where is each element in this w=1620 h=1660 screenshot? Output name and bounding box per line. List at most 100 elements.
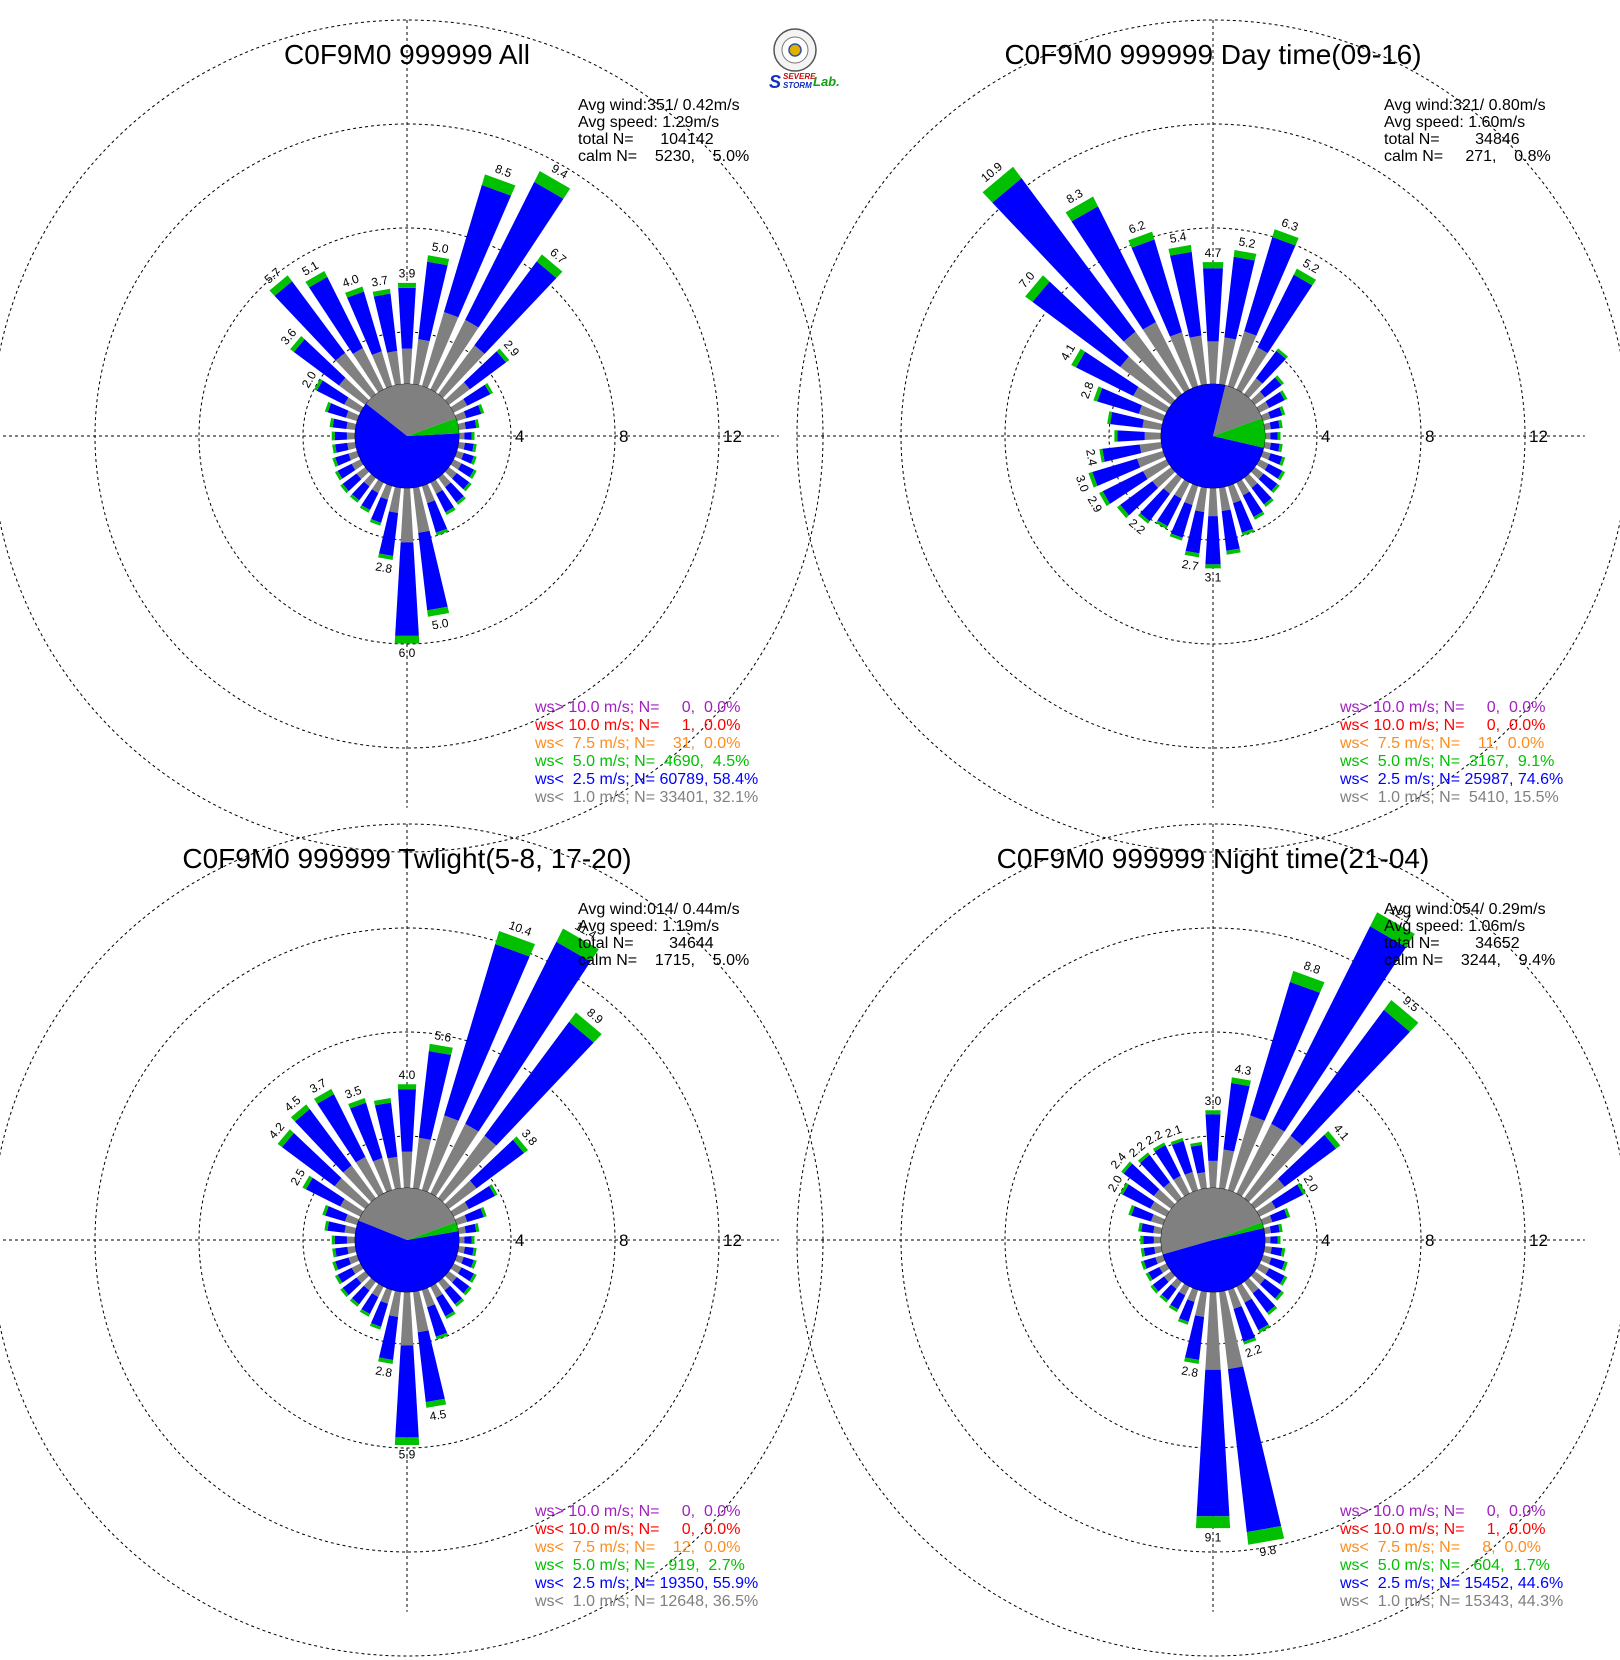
bar-value-label: 9.1 — [1205, 1531, 1222, 1545]
bar-segment-lt2_5 — [465, 181, 564, 328]
bar-segment-lt2_5 — [350, 1102, 383, 1162]
bar-segment-lt5 — [1277, 1235, 1281, 1245]
bar-segment-lt1 — [412, 486, 430, 533]
bar-segment-lt5 — [1138, 1222, 1143, 1232]
bar-segment-lt2_5 — [1290, 1009, 1410, 1146]
bar-segment-lt1 — [351, 1263, 364, 1275]
bar-segment-lt1 — [401, 348, 413, 385]
bar-segment-lt1 — [1264, 1236, 1271, 1244]
bar-segment-lt5 — [359, 505, 370, 513]
bar-value-label: 6.3 — [1280, 215, 1301, 234]
bar-segment-lt5 — [474, 419, 480, 428]
bar-segment-lt5 — [1293, 268, 1317, 286]
bar-segment-lt5 — [474, 1223, 480, 1232]
bar-value-label: 3.0 — [1073, 473, 1092, 494]
bar-segment-lt1 — [1218, 1149, 1235, 1190]
bar-segment-lt5 — [378, 553, 394, 560]
ring-tick-label: 4 — [515, 427, 524, 446]
bar-segment-lt2_5 — [1260, 1278, 1282, 1299]
bar-segment-lt1 — [1227, 331, 1257, 389]
bar-segment-lt5 — [489, 1184, 498, 1196]
bar-segment-lt5 — [269, 275, 293, 296]
bar-segment-lt2_5 — [1255, 350, 1286, 384]
bar-segment-lt1 — [438, 345, 485, 399]
bar-segment-lt2_5 — [1242, 491, 1263, 518]
bar-segment-lt5 — [378, 1357, 394, 1364]
bar-segment-lt2_5 — [1203, 268, 1223, 342]
bar-segment-lt5 — [1267, 1305, 1278, 1316]
bar-segment-lt5 — [1190, 1141, 1202, 1147]
bar-segment-lt5 — [324, 1220, 329, 1231]
bar-segment-lt1 — [1174, 479, 1190, 499]
bar-segment-lt2_5 — [1270, 1236, 1278, 1244]
bar-segment-lt2_5 — [444, 1285, 463, 1305]
bar-segment-lt1 — [458, 432, 465, 440]
bar-segment-lt5 — [982, 166, 1022, 203]
bar-value-label: 2.4 — [1083, 448, 1100, 467]
bar-segment-lt1 — [1142, 321, 1190, 393]
bar-segment-lt2_5 — [469, 1139, 525, 1189]
bar-segment-lt1 — [450, 1201, 469, 1217]
bar-segment-lt5 — [454, 1298, 465, 1307]
bar-segment-lt2_5 — [1269, 1224, 1280, 1234]
bar-segment-lt2_5 — [463, 405, 482, 419]
bar-segment-lt5 — [534, 170, 571, 199]
bar-segment-lt5 — [445, 507, 456, 516]
logo-severe-text: SEVERE — [783, 72, 816, 81]
legend-entry: ws< 10.0 m/s; N= 0, 0.0% — [1339, 717, 1545, 734]
bar-segment-lt2_5 — [335, 1246, 349, 1257]
bar-segment-lt2_5 — [461, 452, 474, 464]
bar-segment-lt5 — [331, 431, 335, 441]
bar-segment-lt2_5 — [444, 943, 530, 1121]
bar-segment-lt2_5 — [1140, 488, 1171, 522]
bar-segment-lt2_5 — [371, 497, 388, 523]
bar-segment-lt1 — [1133, 386, 1170, 413]
bar-value-label: 2.2 — [1243, 1342, 1264, 1361]
bar-segment-lt5 — [1246, 1526, 1285, 1545]
bar-segment-lt1 — [1184, 483, 1199, 506]
bar-segment-lt1 — [1236, 479, 1250, 496]
bar-segment-lt2_5 — [374, 1102, 398, 1159]
bar-segment-lt2_5 — [332, 418, 348, 429]
bar-segment-lt5 — [472, 1247, 477, 1257]
ring-tick-label: 12 — [723, 1231, 742, 1250]
bar-segment-lt2_5 — [1196, 1369, 1230, 1517]
bar-segment-lt1 — [1178, 1283, 1190, 1296]
stat-line: total N= 34644 — [578, 935, 714, 952]
bar-segment-lt2_5 — [1269, 442, 1280, 452]
bar-segment-lt5 — [484, 383, 494, 395]
bar-segment-lt5 — [1155, 520, 1168, 529]
legend-entry: ws< 1.0 m/s; N= 12648, 36.5% — [534, 1593, 758, 1610]
bar-segment-lt1 — [1227, 1115, 1265, 1193]
bar-segment-lt2_5 — [1102, 444, 1142, 462]
bar-value-label: 6.0 — [399, 646, 416, 660]
bar-segment-lt1 — [348, 450, 360, 461]
bar-segment-lt1 — [454, 450, 464, 460]
bar-segment-lt2_5 — [464, 1208, 484, 1223]
bar-segment-lt5 — [1263, 498, 1274, 507]
calm-pie-lt5 — [407, 1222, 459, 1240]
bar-segment-lt2_5 — [1161, 1284, 1177, 1301]
bar-segment-lt5 — [277, 1129, 294, 1148]
bar-segment-lt1 — [1173, 1175, 1190, 1197]
bar-segment-lt2_5 — [309, 276, 363, 354]
bar-segment-lt2_5 — [452, 1276, 470, 1294]
ring-tick-label: 8 — [1425, 1231, 1434, 1250]
bar-segment-lt5 — [1205, 1110, 1221, 1115]
bar-segment-lt5 — [369, 1323, 382, 1330]
bar-segment-lt2_5 — [464, 432, 472, 440]
bar-segment-lt2_5 — [335, 442, 349, 453]
bar-segment-lt5 — [340, 483, 349, 494]
bar-segment-lt2_5 — [1131, 239, 1183, 337]
bar-segment-lt1 — [1236, 1123, 1285, 1197]
bar-segment-lt5 — [1168, 1304, 1179, 1313]
bar-segment-lt5 — [349, 494, 360, 503]
bar-segment-lt1 — [1236, 347, 1268, 393]
bar-segment-lt5 — [1279, 1275, 1288, 1286]
bar-segment-lt5 — [471, 1235, 475, 1245]
bar-segment-lt1 — [1227, 1287, 1242, 1310]
stat-line: Avg speed: 1.06m/s — [1384, 918, 1525, 935]
bar-segment-lt2_5 — [327, 403, 349, 418]
calm-pie-lt5 — [1213, 1222, 1264, 1240]
bar-segment-lt1 — [389, 486, 402, 513]
